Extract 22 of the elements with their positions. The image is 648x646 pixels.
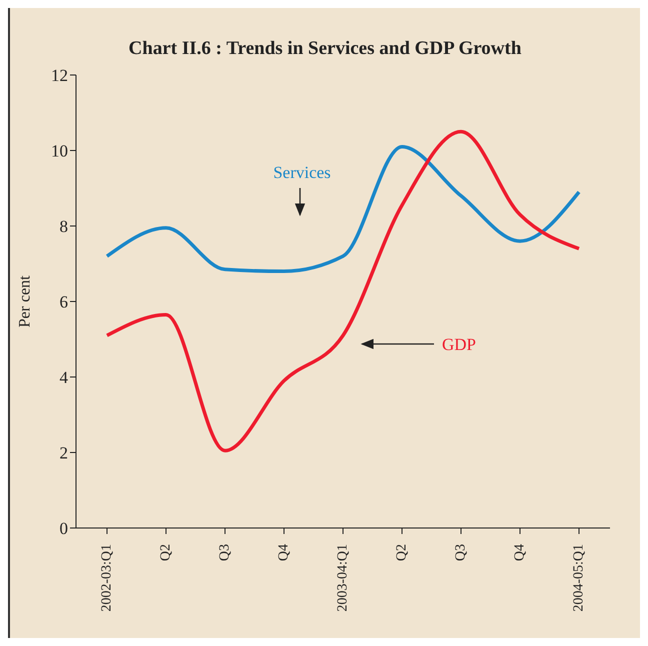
text: GDP — [442, 335, 476, 354]
y-tick-label: 4 — [60, 368, 68, 388]
text: Services — [273, 163, 331, 182]
y-tick-label: 12 — [51, 66, 68, 86]
y-tick-label: 8 — [60, 217, 68, 236]
x-tick-label: Q3 — [218, 544, 232, 562]
y-tick-label: 6 — [60, 292, 68, 312]
x-tick-label: 2003-04:Q1 — [336, 544, 350, 612]
line-series — [105, 130, 581, 452]
line-series — [105, 144, 581, 274]
x-tick-label: Q2 — [394, 544, 410, 562]
x-tick-label: Q4 — [512, 544, 528, 562]
x-tick-label: Q2 — [158, 544, 174, 562]
y-tick-label: 0 — [60, 519, 68, 538]
chart-title: Chart II.6 : Trends in Services and GDP Growth — [128, 38, 522, 60]
x-tick-label: Q4 — [276, 544, 292, 562]
y-axis-title: Per cent — [16, 274, 34, 328]
y-tick-label: 10 — [51, 142, 68, 161]
x-tick-label: Q3 — [454, 544, 468, 562]
x-tick-label: 2004-05:Q1 — [572, 544, 586, 612]
y-tick-label: 2 — [60, 444, 68, 463]
x-tick-label: 2002-03:Q1 — [100, 544, 114, 612]
